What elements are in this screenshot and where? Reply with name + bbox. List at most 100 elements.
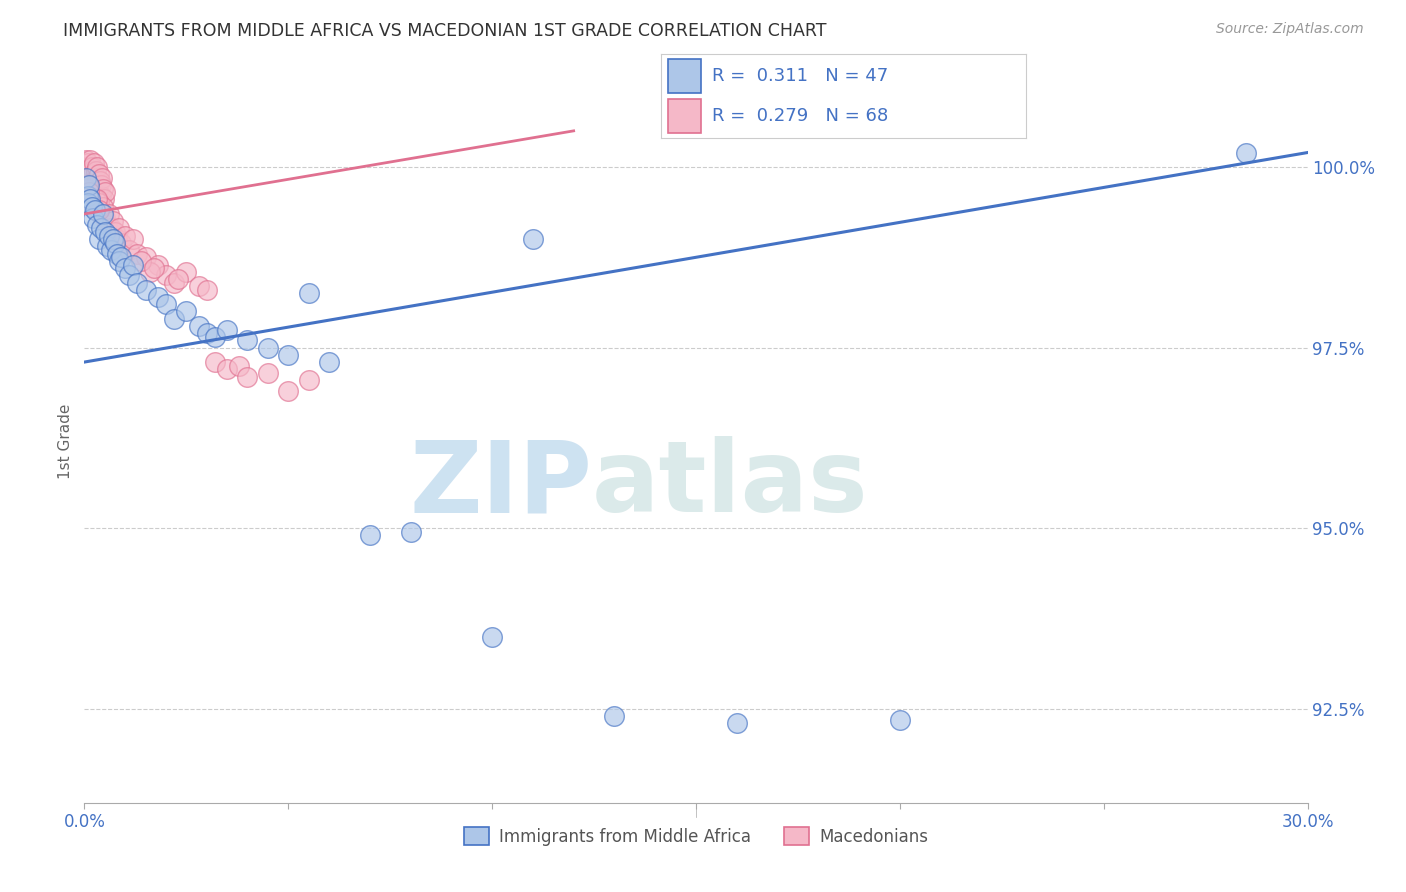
Point <box>87 167 110 181</box>
Point <box>138 265 160 279</box>
Point <box>108 221 131 235</box>
Point <box>87 203 110 218</box>
Point <box>76 182 98 196</box>
Point <box>87 182 110 196</box>
Point <box>79 153 101 167</box>
Point <box>318 355 340 369</box>
Point <box>84 178 107 192</box>
Point <box>603 709 626 723</box>
Point <box>298 286 321 301</box>
Point <box>108 254 131 268</box>
Point <box>75 153 97 167</box>
Point <box>522 232 544 246</box>
Point <box>127 276 149 290</box>
Point <box>77 196 100 211</box>
Point <box>104 235 127 250</box>
Point <box>236 334 259 348</box>
Point <box>80 163 103 178</box>
Point <box>90 207 112 221</box>
Point <box>101 232 124 246</box>
Point <box>77 170 100 185</box>
Point <box>96 239 118 253</box>
Point <box>82 174 104 188</box>
Point <box>91 170 114 185</box>
Point <box>399 524 422 539</box>
Point <box>86 170 108 185</box>
Point <box>105 246 128 260</box>
Point <box>100 243 122 257</box>
Point <box>80 200 103 214</box>
Point <box>77 178 100 192</box>
Point <box>187 279 209 293</box>
Text: ZIP: ZIP <box>409 436 592 533</box>
Point <box>82 200 104 214</box>
Point <box>122 232 145 246</box>
Point <box>146 258 169 272</box>
Point <box>122 258 145 272</box>
Point <box>204 355 226 369</box>
Point <box>217 362 239 376</box>
Point <box>277 348 299 362</box>
Point <box>174 265 197 279</box>
Point <box>195 283 218 297</box>
Bar <box>668 59 702 93</box>
Point <box>204 330 226 344</box>
Point <box>82 167 104 181</box>
Point <box>131 254 153 268</box>
Point <box>257 341 280 355</box>
Point <box>83 156 105 170</box>
Point <box>104 225 127 239</box>
Point <box>118 268 141 283</box>
Point <box>217 322 239 336</box>
Point <box>79 189 101 203</box>
Point <box>91 207 114 221</box>
Point <box>90 189 112 203</box>
Point <box>187 318 209 333</box>
Point <box>118 243 141 257</box>
Y-axis label: 1st Grade: 1st Grade <box>58 404 73 479</box>
Point <box>155 268 177 283</box>
Point <box>163 311 186 326</box>
Point <box>97 207 120 221</box>
Point <box>277 384 299 398</box>
Point <box>76 178 98 192</box>
Point <box>86 218 108 232</box>
Point <box>96 218 118 232</box>
Point <box>725 716 748 731</box>
Point <box>889 713 911 727</box>
Point <box>77 186 100 200</box>
Point <box>359 528 381 542</box>
Point <box>91 200 114 214</box>
Point <box>127 246 149 260</box>
Point <box>167 272 190 286</box>
Bar <box>668 99 702 133</box>
Point <box>110 235 132 250</box>
Point <box>236 369 259 384</box>
Point <box>228 359 250 373</box>
Point <box>79 193 101 207</box>
Legend: Immigrants from Middle Africa, Macedonians: Immigrants from Middle Africa, Macedonia… <box>457 821 935 852</box>
Point <box>84 163 107 178</box>
Point <box>481 630 503 644</box>
Point <box>87 196 110 211</box>
Point <box>298 373 321 387</box>
Point <box>93 211 115 225</box>
Point <box>86 203 108 218</box>
Text: R =  0.311   N = 47: R = 0.311 N = 47 <box>711 67 889 85</box>
Point <box>93 225 115 239</box>
Point <box>155 297 177 311</box>
Point <box>82 211 104 225</box>
Point <box>75 170 97 185</box>
Point <box>142 261 165 276</box>
Point <box>90 178 112 192</box>
Point <box>90 221 112 235</box>
Point <box>97 228 120 243</box>
Point <box>101 214 124 228</box>
Point <box>76 160 98 174</box>
Point <box>77 156 100 170</box>
Point <box>163 276 186 290</box>
Point <box>86 160 108 174</box>
Text: IMMIGRANTS FROM MIDDLE AFRICA VS MACEDONIAN 1ST GRADE CORRELATION CHART: IMMIGRANTS FROM MIDDLE AFRICA VS MACEDON… <box>63 22 827 40</box>
Point <box>135 283 157 297</box>
Point <box>83 203 105 218</box>
